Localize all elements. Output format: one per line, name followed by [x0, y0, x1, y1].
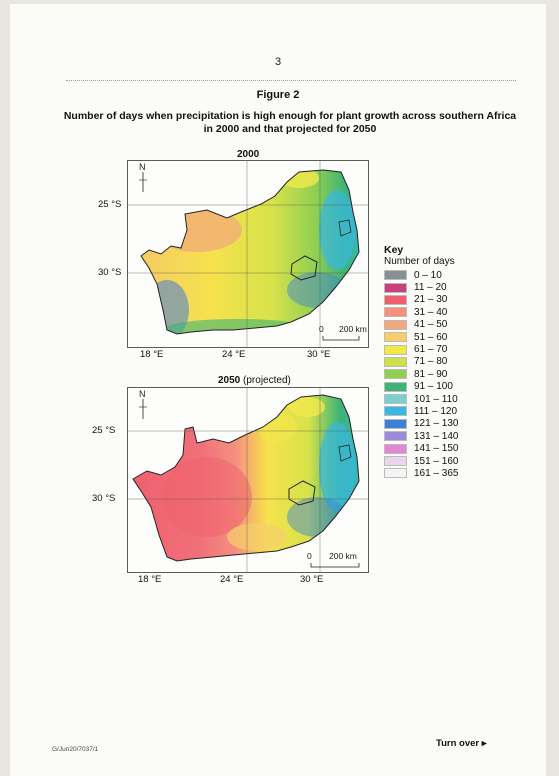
- lat-label-25-2050: 25 °S: [92, 425, 116, 436]
- svg-text:200 km: 200 km: [339, 324, 367, 334]
- map-key: Key Number of days 0 – 10 11 – 20 21 – 30 3…: [384, 244, 459, 480]
- north-label: N: [139, 162, 146, 172]
- key-item: 111 – 120: [384, 405, 459, 417]
- key-swatch: [384, 356, 407, 367]
- key-item-label: 61 – 70: [414, 344, 448, 356]
- footer-code: G/Jun20/7037/1: [52, 746, 99, 753]
- lon-label-30: 30 °E: [307, 349, 331, 360]
- key-item-label: 121 – 130: [414, 418, 459, 430]
- key-rows: 0 – 10 11 – 20 21 – 30 31 – 40 41 – 50 51 – 6…: [384, 269, 459, 480]
- key-swatch: [384, 431, 407, 442]
- lat-label-30: 30 °S: [98, 267, 122, 278]
- key-item: 0 – 10: [384, 269, 459, 281]
- lon-label-24-2050: 24 °E: [220, 574, 244, 585]
- key-swatch: [384, 294, 407, 305]
- key-swatch: [384, 456, 407, 467]
- figure-label: Figure 2: [256, 89, 300, 101]
- key-swatch: [384, 468, 407, 479]
- key-item-label: 111 – 120: [414, 405, 458, 417]
- svg-text:200 km: 200 km: [329, 551, 357, 561]
- figure-title: Number of days when precipitation is hig…: [63, 110, 517, 135]
- north-label-2050: N: [139, 389, 146, 399]
- key-item-label: 0 – 10: [414, 269, 442, 281]
- key-item: 71 – 80: [384, 356, 459, 368]
- key-item: 141 – 150: [384, 442, 459, 454]
- key-item-label: 71 – 80: [414, 356, 448, 368]
- map-2050: N 0 200 km: [127, 387, 369, 573]
- key-swatch: [384, 332, 407, 343]
- map-2000-title: 2000: [237, 149, 260, 160]
- key-item-label: 131 – 140: [414, 430, 459, 442]
- key-title: Key: [384, 244, 404, 256]
- key-item-label: 161 – 365: [414, 467, 459, 479]
- key-subtitle: Number of days: [384, 256, 455, 267]
- key-item: 31 – 40: [384, 306, 459, 318]
- key-item-label: 31 – 40: [414, 306, 448, 318]
- key-item: 81 – 90: [384, 368, 459, 380]
- key-item: 151 – 160: [384, 455, 459, 467]
- map-2000: N 0 200 km: [127, 160, 369, 348]
- key-item-label: 41 – 50: [414, 319, 448, 331]
- header-rule: [66, 80, 516, 81]
- scale-bar: 0 200 km: [319, 324, 367, 341]
- page-number: 3: [274, 56, 282, 68]
- key-item: 51 – 60: [384, 331, 459, 343]
- key-item-label: 11 – 20: [414, 282, 447, 294]
- key-swatch: [384, 344, 407, 355]
- map-2050-title: 2050 (projected): [218, 375, 291, 386]
- key-item: 101 – 110: [384, 393, 459, 405]
- key-item: 11 – 20: [384, 281, 459, 293]
- lon-label-18-2050: 18 °E: [138, 574, 162, 585]
- key-swatch: [384, 418, 407, 429]
- key-item: 21 – 30: [384, 294, 459, 306]
- svg-text:0: 0: [319, 324, 324, 334]
- key-item: 121 – 130: [384, 418, 459, 430]
- exam-page: 3 Figure 2 Number of days when precipita…: [10, 4, 546, 776]
- key-swatch: [384, 381, 407, 392]
- key-item-label: 141 – 150: [414, 443, 459, 455]
- key-item: 41 – 50: [384, 319, 459, 331]
- key-swatch: [384, 394, 407, 405]
- key-swatch: [384, 270, 407, 281]
- key-swatch: [384, 443, 407, 454]
- key-item-label: 101 – 110: [414, 393, 458, 405]
- lon-label-30-2050: 30 °E: [300, 574, 324, 585]
- lon-label-24: 24 °E: [222, 349, 246, 360]
- key-item-label: 151 – 160: [414, 455, 459, 467]
- key-swatch: [384, 369, 407, 380]
- key-swatch: [384, 307, 407, 318]
- key-swatch: [384, 319, 407, 330]
- lon-label-18: 18 °E: [140, 349, 164, 360]
- key-item: 131 – 140: [384, 430, 459, 442]
- lat-label-25: 25 °S: [98, 199, 122, 210]
- key-swatch: [384, 406, 407, 417]
- key-item: 91 – 100: [384, 381, 459, 393]
- key-item-label: 51 – 60: [414, 331, 448, 343]
- turn-over: Turn over ▸: [436, 738, 487, 749]
- key-item-label: 91 – 100: [414, 381, 453, 393]
- lat-label-30-2050: 30 °S: [92, 493, 116, 504]
- scale-bar-2050: 0 200 km: [307, 551, 360, 568]
- key-swatch: [384, 282, 407, 293]
- svg-text:0: 0: [307, 551, 312, 561]
- key-item-label: 81 – 90: [414, 368, 448, 380]
- key-item: 161 – 365: [384, 467, 459, 479]
- key-item-label: 21 – 30: [414, 294, 448, 306]
- key-item: 61 – 70: [384, 343, 459, 355]
